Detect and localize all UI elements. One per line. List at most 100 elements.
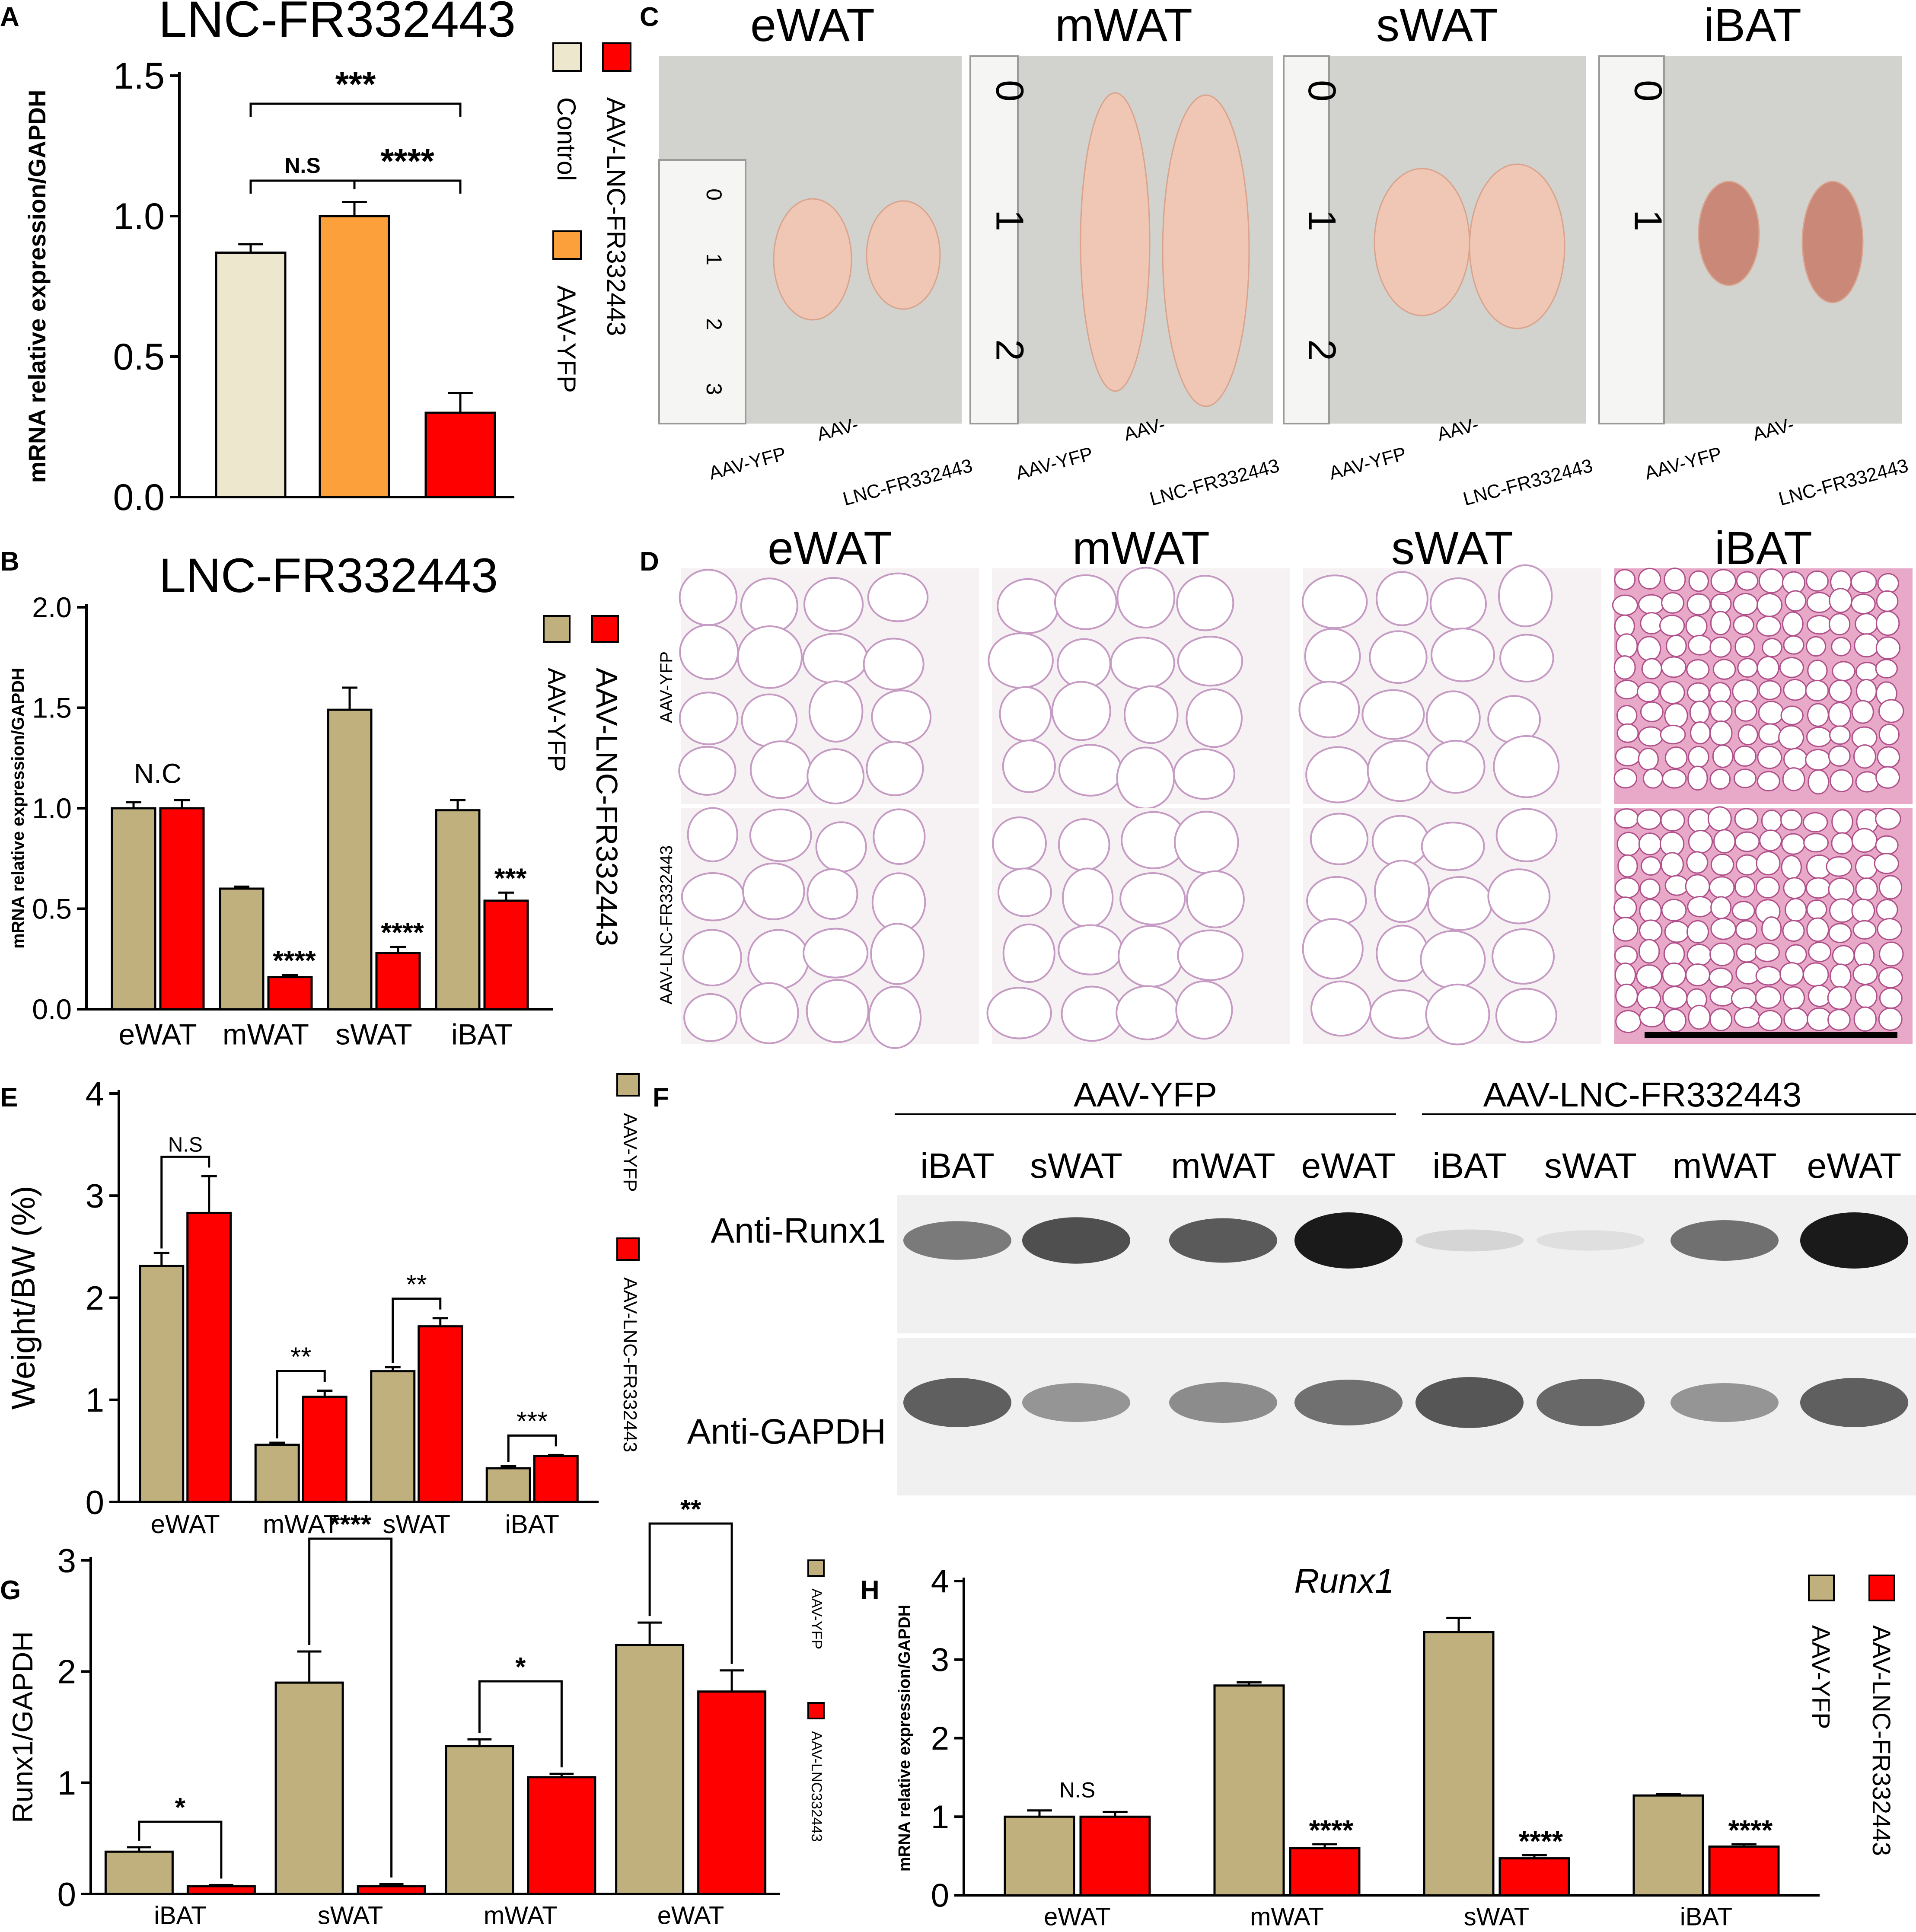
adipocyte [1661, 656, 1686, 678]
chart-g-legend-swatch [807, 1559, 825, 1577]
adipocyte [1688, 1004, 1711, 1030]
chart-b-legend-swatch [543, 615, 571, 643]
tissue-sample-yfp [773, 198, 852, 321]
adipocyte [1761, 916, 1782, 941]
adipocyte [1731, 901, 1755, 921]
chart-b-category-label: eWAT [118, 1018, 197, 1051]
adipocyte [1785, 898, 1807, 922]
adipocyte [687, 807, 738, 862]
adipocyte [1808, 769, 1830, 795]
blot-lane-label: iBAT [920, 1146, 995, 1186]
adipocyte [1855, 854, 1878, 880]
adipocyte [1664, 703, 1688, 728]
chart-g-bracket [478, 1680, 563, 1768]
chart-a-legend-label: AAV-LNC-FR332443 [602, 97, 631, 336]
histology-panel-d: eWAT mWAT sWAT iBAT AAV-YFP AAV-LNC-FR332443 [657, 522, 1913, 1049]
chart-panel-a: 0.0 0.5 1.0 1.5 mRNA relative expression/GAP… [23, 0, 631, 518]
adipocyte [1710, 700, 1733, 723]
chart-e-bar [533, 1455, 579, 1503]
chart-a-y-tick-label: 0.5 [113, 336, 165, 378]
adipocyte [1736, 571, 1759, 591]
chart-g-annotation: * [515, 1652, 526, 1682]
adipocyte [1173, 748, 1235, 800]
chart-e-bar [186, 1211, 232, 1503]
adipocyte [1875, 766, 1900, 789]
adipocyte [1755, 986, 1782, 1009]
adipocyte [1686, 944, 1712, 967]
adipocyte [1306, 876, 1367, 926]
adipocyte [1878, 875, 1903, 900]
adipocyte [1638, 832, 1662, 856]
chart-g-bar [104, 1850, 174, 1895]
adipocyte [1615, 983, 1638, 1008]
chart-h-bar [1632, 1794, 1704, 1897]
adipocyte [1493, 735, 1560, 798]
adipocyte [1852, 963, 1878, 985]
chart-h-annotation: **** [1519, 1825, 1563, 1857]
blot-band-gapdh [1169, 1382, 1277, 1423]
chart-h-bar [1004, 1815, 1075, 1897]
tissue-sample-lnc [1801, 181, 1864, 303]
chart-h-y-tick-label: 4 [931, 1563, 949, 1600]
adipocyte [807, 868, 858, 920]
adipocyte [1661, 592, 1684, 614]
panel-label-a: A [0, 2, 19, 32]
adipocyte [1807, 703, 1829, 727]
adipocyte [1640, 612, 1664, 634]
chart-b-y-tick-label: 1.5 [32, 692, 72, 724]
adipocyte [1807, 660, 1828, 682]
adipocyte [1061, 985, 1123, 1042]
adipocyte [807, 748, 865, 805]
panel-label-f: F [653, 1083, 669, 1113]
adipocyte [1685, 963, 1711, 987]
adipocyte [679, 624, 739, 680]
adipocyte [681, 872, 745, 921]
adipocyte [1710, 593, 1732, 615]
chart-g-bar [186, 1885, 256, 1895]
chart-h-bar [1079, 1815, 1151, 1897]
chart-b-annotation: N.C [134, 758, 182, 789]
panel-label-h: H [860, 1575, 880, 1605]
adipocyte [1832, 945, 1855, 966]
adipocyte [1687, 634, 1712, 656]
histology-tissue-label: mWAT [1072, 522, 1210, 574]
ruler [969, 55, 1019, 424]
adipocyte [1806, 592, 1832, 613]
adipocyte [1614, 945, 1638, 966]
adipocyte [1781, 855, 1802, 880]
tissue-sample-lnc [1162, 94, 1250, 407]
blot-band-runx1 [1169, 1218, 1277, 1263]
adipocyte [1779, 962, 1804, 986]
adipocyte [1613, 896, 1637, 919]
adipocyte [866, 741, 924, 797]
adipocyte [1426, 740, 1486, 794]
blot-lane-label: eWAT [1807, 1146, 1902, 1186]
blot-band-runx1 [1800, 1212, 1908, 1269]
adipocyte [1686, 851, 1709, 874]
panel-label-c: C [640, 2, 659, 32]
adipocyte [1614, 963, 1636, 988]
adipocyte [1304, 628, 1361, 685]
adipocyte [1375, 571, 1428, 626]
chart-h-bar [1289, 1847, 1361, 1897]
adipocyte [1374, 860, 1430, 923]
adipocyte [1367, 740, 1434, 802]
adipocyte [1639, 899, 1662, 923]
adipocyte [1640, 856, 1661, 876]
chart-h-annotation: N.S [1059, 1778, 1095, 1802]
adipocyte [1853, 744, 1876, 769]
adipocyte [1639, 878, 1661, 899]
adipocyte [1116, 985, 1180, 1040]
adipocyte [1851, 828, 1878, 853]
adipocyte [749, 740, 812, 799]
adipocyte [1879, 987, 1903, 1009]
tissue-sample-lnc [1469, 163, 1565, 329]
ruler-number: 3 [702, 383, 726, 395]
adipocyte [1783, 635, 1804, 655]
adipocyte [1736, 854, 1759, 876]
ruler-number: 2 [1300, 339, 1343, 361]
adipocyte [1734, 1007, 1760, 1028]
adipocyte [1831, 637, 1852, 657]
chart-g-legend-label: AAV-YFP [808, 1588, 825, 1649]
adipocyte [1781, 833, 1805, 855]
